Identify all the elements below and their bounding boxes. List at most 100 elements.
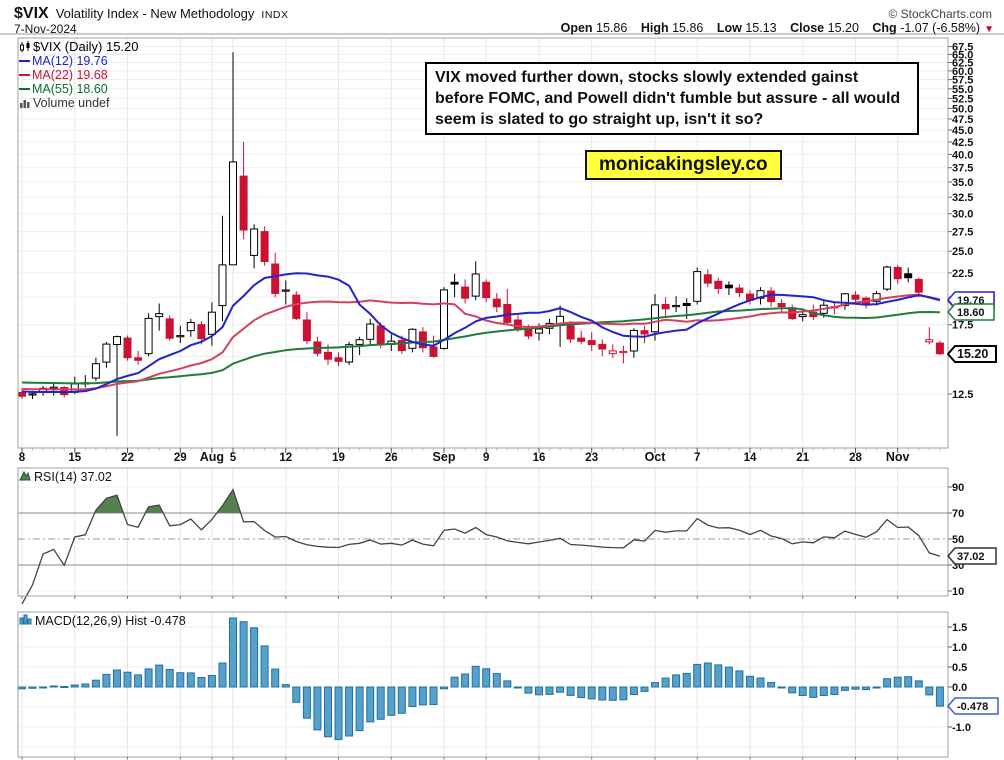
svg-text:32.5: 32.5 (952, 192, 973, 204)
symbol: $VIX (14, 5, 49, 22)
axis-value-tag: 18.60 (947, 303, 995, 321)
rsi-line (21, 488, 941, 605)
svg-text:1.0: 1.0 (952, 642, 967, 654)
svg-text:17.5: 17.5 (952, 320, 973, 332)
macd-label-text: MACD(12,26,9) Hist -0.478 (35, 613, 186, 628)
svg-text:29: 29 (174, 452, 187, 464)
legend-ma12: MA(12) 19.76 (32, 54, 108, 68)
rsi-pane-label: RSI(14) 37.02 (19, 470, 112, 484)
svg-text:25.0: 25.0 (952, 246, 973, 258)
svg-text:Aug: Aug (200, 450, 224, 464)
exchange: INDX (261, 9, 289, 21)
macd-pane-label: MACD(12,26,9) Hist -0.478 (19, 613, 186, 628)
close-value: 15.20 (827, 21, 859, 35)
legend-ma55: MA(55) 18.60 (32, 82, 108, 96)
svg-text:57.5: 57.5 (952, 75, 973, 87)
svg-text:65.0: 65.0 (952, 49, 973, 61)
chart-date: 7-Nov-2024 (14, 22, 77, 36)
legend-ma22: MA(22) 19.68 (32, 68, 108, 82)
close-label: Close (790, 21, 825, 35)
chart-title: $VIX Volatility Index - New Methodology IN… (14, 5, 289, 23)
high-value: 15.86 (672, 21, 704, 35)
svg-text:Sep: Sep (433, 450, 456, 464)
svg-text:0.0: 0.0 (952, 682, 967, 694)
svg-text:5: 5 (230, 452, 237, 464)
legend-symbol: $VIX (Daily) 15.20 (33, 39, 139, 54)
svg-text:0.5: 0.5 (952, 662, 967, 674)
svg-text:35.0: 35.0 (952, 177, 973, 189)
macd-bars-icon (19, 613, 32, 628)
svg-text:37.5: 37.5 (952, 163, 973, 175)
open-value: 15.86 (596, 21, 628, 35)
svg-text:9: 9 (483, 452, 489, 464)
svg-text:15: 15 (68, 452, 81, 464)
chg-down-triangle-icon: ▼ (984, 24, 994, 35)
svg-text:50.0: 50.0 (952, 103, 973, 115)
svg-text:15.20: 15.20 (957, 347, 988, 361)
svg-text:1.5: 1.5 (952, 622, 967, 634)
axis-value-tag: 37.02 (947, 547, 997, 565)
volume-bars-icon (19, 98, 33, 109)
low-label: Low (716, 21, 742, 35)
svg-text:60.0: 60.0 (952, 66, 973, 78)
ma12-line-swatch (19, 60, 30, 62)
svg-text:37.02: 37.02 (957, 551, 985, 563)
svg-text:90: 90 (952, 482, 964, 494)
svg-text:62.5: 62.5 (952, 58, 973, 70)
svg-text:22.5: 22.5 (952, 268, 973, 280)
svg-text:Nov: Nov (886, 450, 910, 464)
svg-text:55.0: 55.0 (952, 84, 973, 96)
axis-value-tag: 15.20 (946, 345, 997, 363)
ohlc-quote-bar: Open 15.86 High 15.86 Low 15.13 Close 15… (551, 21, 994, 35)
svg-text:30.0: 30.0 (952, 209, 973, 221)
svg-text:12.5: 12.5 (952, 389, 973, 401)
svg-text:12: 12 (279, 452, 292, 464)
week-gridlines (21, 38, 899, 757)
svg-text:19: 19 (332, 452, 345, 464)
svg-text:18.60: 18.60 (957, 307, 985, 319)
svg-text:70: 70 (952, 508, 964, 520)
annotation-box: VIX moved further down, stocks slowly ex… (425, 62, 919, 135)
svg-text:42.5: 42.5 (952, 137, 973, 149)
svg-text:26: 26 (385, 452, 398, 464)
svg-text:8: 8 (19, 452, 26, 464)
source-credit: © StockCharts.com (888, 7, 992, 21)
svg-text:52.5: 52.5 (952, 93, 973, 105)
open-label: Open (560, 21, 593, 35)
svg-text:-1.0: -1.0 (952, 722, 971, 734)
svg-text:67.5: 67.5 (952, 42, 973, 54)
svg-text:14: 14 (744, 452, 757, 464)
chart-legend: $VIX (Daily) 15.20 MA(12) 19.76 MA(22) 1… (19, 40, 139, 110)
watermark-badge: monicakingsley.co (585, 150, 782, 180)
axis-value-tag: -0.478 (947, 697, 999, 715)
candlestick-icon (19, 41, 33, 53)
ma55-line-swatch (19, 88, 30, 90)
svg-text:47.5: 47.5 (952, 114, 973, 126)
svg-text:45.0: 45.0 (952, 125, 973, 137)
ma55-line (21, 307, 940, 385)
svg-text:50: 50 (952, 534, 964, 546)
legend-volume: Volume undef (33, 96, 110, 110)
chg-label: Chg (872, 21, 897, 35)
ma22-line (21, 293, 941, 391)
chg-value: -1.07 (-6.58%) (900, 21, 981, 35)
svg-text:40.0: 40.0 (952, 149, 973, 161)
symbol-name: Volatility Index - New Methodology (55, 6, 255, 21)
svg-text:-0.478: -0.478 (957, 701, 988, 713)
svg-text:23: 23 (585, 452, 598, 464)
svg-text:7: 7 (694, 452, 700, 464)
svg-text:Oct: Oct (645, 450, 667, 464)
ma22-line-swatch (19, 74, 30, 76)
high-label: High (640, 21, 669, 35)
svg-text:22: 22 (121, 452, 134, 464)
ma12-line (21, 272, 941, 394)
low-value: 15.13 (745, 21, 777, 35)
rsi-mountain-icon (19, 470, 31, 484)
svg-text:21: 21 (796, 452, 809, 464)
main-panel-border (17, 37, 949, 449)
svg-text:28: 28 (849, 452, 862, 464)
macd-panel: 1.51.00.50.0-0.5-1.0 (17, 611, 971, 760)
